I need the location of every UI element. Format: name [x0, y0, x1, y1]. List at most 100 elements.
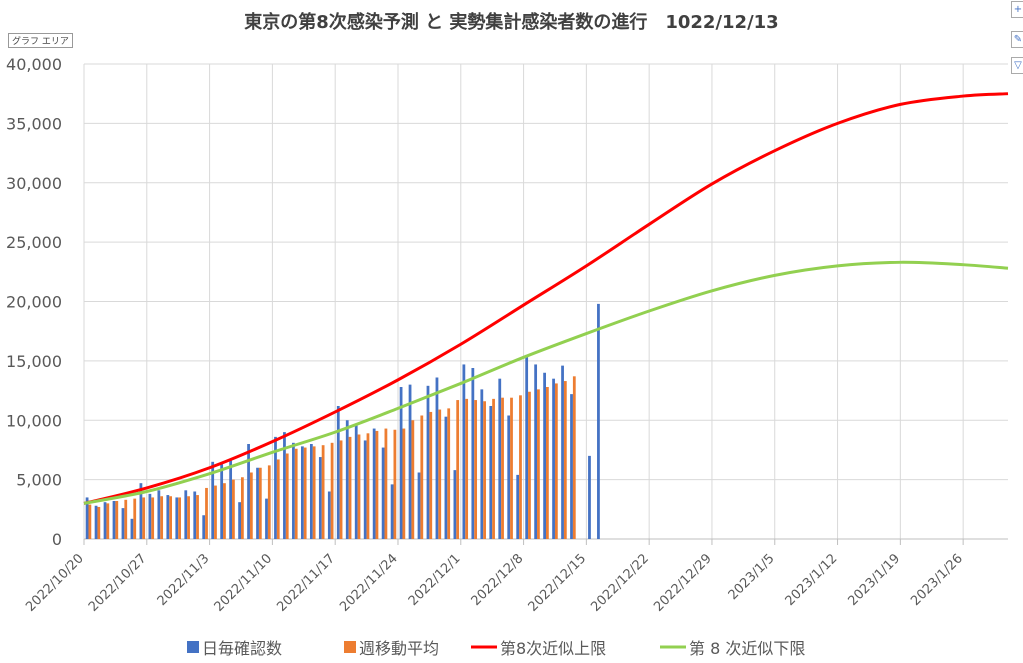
- bar: [312, 446, 316, 539]
- bar: [462, 364, 466, 539]
- chart-styles-icon[interactable]: ✎: [1011, 31, 1023, 48]
- bar: [142, 497, 146, 539]
- x-tick-label: 2022/11/24: [337, 551, 401, 615]
- bar: [240, 477, 244, 539]
- legend-label: 第 8 次近似下限: [689, 639, 805, 658]
- bar: [525, 354, 529, 539]
- x-axis: 2022/10/20 2022/10/27 2022/11/3 2022/11/10 2…: [23, 538, 1008, 615]
- bar: [339, 440, 343, 539]
- bar: [345, 420, 349, 539]
- bar: [205, 487, 208, 539]
- bar: [133, 498, 137, 539]
- x-tick-label: 2022/12/8: [469, 551, 527, 609]
- bar: [480, 389, 484, 539]
- y-tick-label: 25,000: [6, 233, 62, 252]
- bar: [256, 467, 259, 539]
- legend-swatch: [344, 641, 356, 653]
- bar: [303, 447, 307, 539]
- x-tick-label: 2022/12/15: [526, 551, 590, 615]
- x-tick-label: 2023/1/12: [783, 551, 841, 609]
- bar: [166, 495, 170, 539]
- chart-title: 東京の第8次感染予測 と 実勢集計感染者数の進行 1022/12/13: [244, 12, 779, 33]
- bar: [169, 496, 173, 539]
- bar: [220, 464, 224, 539]
- bar: [202, 515, 206, 539]
- bar: [534, 364, 538, 539]
- x-tick-label: 2022/12/29: [651, 551, 715, 615]
- bar: [85, 497, 89, 539]
- bar: [318, 457, 322, 539]
- bar: [178, 497, 181, 539]
- bar: [258, 467, 262, 539]
- bar: [426, 385, 430, 539]
- bar: [411, 420, 415, 539]
- bar: [435, 377, 439, 539]
- bar: [554, 383, 558, 539]
- bar: [501, 397, 504, 539]
- bar: [223, 483, 226, 539]
- x-tick-label: 2022/11/10: [212, 551, 276, 615]
- bar: [294, 448, 298, 539]
- bar: [588, 455, 591, 539]
- bar: [348, 436, 352, 539]
- y-tick-label: 35,000: [6, 114, 62, 133]
- bar: [393, 429, 397, 539]
- bar: [444, 416, 448, 539]
- bar: [453, 470, 457, 539]
- bar: [492, 398, 495, 539]
- bar: [283, 432, 286, 539]
- x-tick-label: 2023/1/26: [908, 551, 966, 609]
- y-tick-label: 5,000: [16, 471, 62, 490]
- legend-label: 第8次近似上限: [500, 639, 606, 658]
- bar: [249, 472, 253, 539]
- x-tick-label: 2022/10/27: [86, 551, 150, 615]
- y-tick-label: 20,000: [6, 293, 62, 312]
- bar: [274, 436, 277, 539]
- x-tick-label: 2022/10/20: [23, 551, 87, 615]
- bar: [214, 485, 217, 539]
- bar: [175, 497, 179, 539]
- bar: [112, 501, 116, 539]
- bar: [247, 444, 250, 539]
- bar: [363, 440, 367, 539]
- bar: [546, 387, 549, 539]
- bar: [519, 395, 522, 539]
- bar: [193, 491, 197, 539]
- bar: [507, 415, 511, 539]
- bar: [330, 442, 334, 539]
- bar: [372, 428, 376, 539]
- x-tick-label: 2023/1/5: [726, 551, 778, 603]
- bar: [103, 502, 107, 539]
- bar: [184, 490, 188, 539]
- bar: [429, 411, 433, 539]
- bar: [552, 378, 555, 539]
- y-tick-label: 0: [52, 530, 62, 549]
- bar: [265, 498, 268, 539]
- bar: [528, 391, 531, 539]
- bar: [292, 442, 295, 539]
- bar: [438, 409, 442, 539]
- bar: [471, 368, 475, 539]
- legend: 日毎確認数 週移動平均 第8次近似上限 第 8 次近似下限: [187, 639, 805, 658]
- bar: [489, 406, 493, 539]
- bar: [384, 428, 388, 539]
- bar: [402, 428, 406, 539]
- chart-elements-icon[interactable]: +: [1011, 1, 1023, 18]
- bar: [187, 496, 190, 539]
- chart-filters-icon[interactable]: ▽: [1011, 57, 1023, 74]
- bar: [196, 495, 199, 539]
- bar: [516, 474, 520, 539]
- bar: [97, 506, 101, 539]
- bar: [357, 434, 361, 539]
- bar: [151, 497, 155, 539]
- bar: [543, 372, 546, 539]
- bar: [417, 472, 421, 539]
- bar: [115, 501, 119, 539]
- bar: [474, 400, 478, 539]
- y-tick-label: 15,000: [6, 352, 62, 371]
- y-tick-label: 30,000: [6, 174, 62, 193]
- bar: [537, 389, 540, 539]
- bar: [267, 465, 271, 539]
- bar: [381, 447, 385, 539]
